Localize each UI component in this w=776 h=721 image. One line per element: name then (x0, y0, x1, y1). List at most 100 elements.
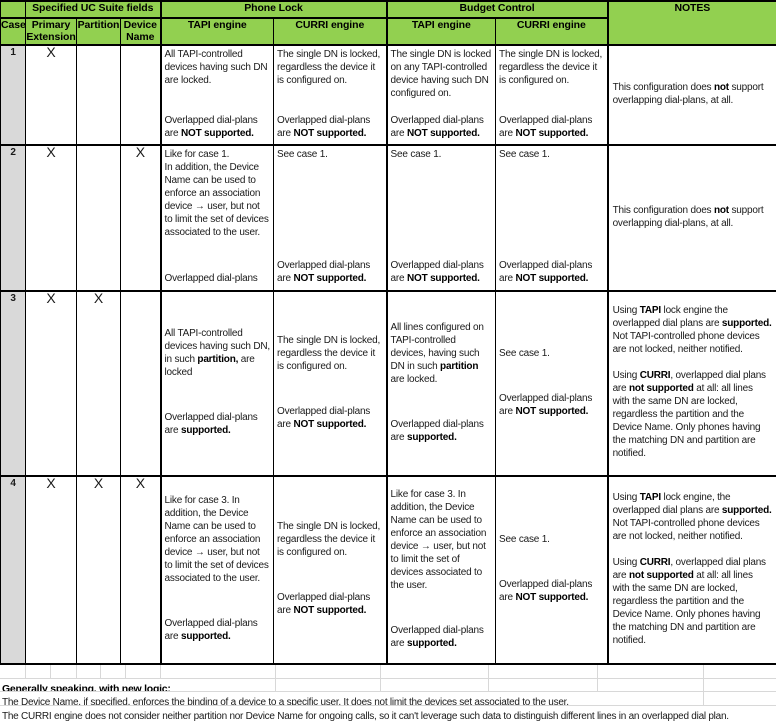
cell-text: See case 1. (390, 149, 442, 160)
cell-text: The single DN is locked, regardless the … (499, 49, 603, 86)
cell-text: Overlapped dial-plans are NOT supported. (277, 115, 371, 139)
cell-text: Using TAPI lock engine the overlapped di… (612, 305, 772, 355)
gridline (275, 679, 276, 691)
mark-primary-extension: X (25, 44, 77, 146)
cell-text: Overlapped dial-plans are NOT supported. (277, 260, 371, 284)
column-header-partition: Partition (76, 17, 121, 46)
budget-control-curri-cell: See case 1. Overlapped dial-plans are NO… (495, 144, 609, 292)
case-number-cell: 1 (0, 44, 26, 146)
budget-control-tapi-cell: See case 1. Overlapped dial-plans are NO… (386, 144, 497, 292)
cell-text: Overlapped dial-plans are supported. (390, 418, 484, 443)
footer-heading-row: Generally speaking, with new logic: (0, 679, 776, 692)
phone-lock-curri-cell: The single DN is locked, regardless the … (273, 475, 388, 665)
phone-lock-tapi-cell: Like for case 1. In addition, the Device … (160, 144, 275, 292)
mark-primary-extension: X (25, 290, 77, 477)
gridline (488, 665, 489, 678)
case-number-cell: 3 (0, 290, 26, 477)
gridline (50, 665, 51, 678)
budget-control-curri-cell: See case 1. Overlapped dial-plans are NO… (495, 290, 609, 477)
cell-text: Overlapped dial-plans are NOT supported. (164, 115, 258, 139)
mark-device-name (119, 290, 162, 477)
cell-text: The single DN is locked, regardless the … (277, 334, 381, 372)
notes-cell: This configuration does not support over… (607, 144, 776, 292)
cell-text: This configuration does not support over… (612, 82, 764, 106)
cell-text: Overlapped dial-plans are NOT supported. (277, 592, 371, 616)
column-header-budget-tapi-engine: TAPI engine (386, 17, 497, 46)
phone-lock-curri-cell: See case 1. Overlapped dial-plans are NO… (273, 144, 388, 292)
gridline (703, 679, 704, 691)
cell-text: See case 1. (499, 149, 550, 160)
gridline (25, 665, 26, 678)
cell-text: All TAPI-controlled devices having such … (164, 328, 271, 378)
cell-text: The single DN is locked, regardless the … (277, 49, 381, 86)
footer-notes: Generally speaking, with new logic: The … (0, 665, 776, 721)
gridline (160, 665, 161, 678)
cell-text: Overlapped dial-plans are NOT supported. (499, 579, 593, 603)
cell-text: See case 1. (277, 149, 328, 160)
cell-text: The single DN is locked on any TAPI-cont… (390, 49, 492, 99)
gridline (380, 665, 381, 678)
gridline (703, 692, 704, 705)
budget-control-curri-cell: See case 1. Overlapped dial-plans are NO… (495, 475, 609, 665)
cell-text: See case 1. (499, 347, 550, 359)
budget-control-curri-cell: The single DN is locked, regardless the … (495, 44, 609, 146)
gridline (488, 679, 489, 691)
footer-line-row: The Device Name, if specified, enforces … (0, 692, 776, 706)
spreadsheet-empty-row (0, 665, 776, 679)
phone-lock-tapi-cell: Like for case 3. In addition, the Device… (160, 475, 275, 665)
cell-text: Overlapped dial-plans are NOT supported. (499, 115, 593, 139)
notes-cell: This configuration does not support over… (607, 44, 776, 146)
corner-cell (0, 0, 26, 19)
cell-text: All lines configured on TAPI-controlled … (390, 321, 484, 385)
uc-suite-comparison-table: Specified UC Suite fields Phone Lock Bud… (0, 0, 776, 665)
case-number-cell: 2 (0, 144, 26, 292)
gridline (275, 665, 276, 678)
mark-primary-extension: X (25, 475, 77, 665)
notes-cell: Using TAPI lock engine the overlapped di… (607, 290, 776, 477)
column-header-phone-curri-engine: CURRI engine (273, 17, 388, 46)
phone-lock-curri-cell: The single DN is locked, regardless the … (273, 290, 388, 477)
phone-lock-tapi-cell: All TAPI-controlled devices having such … (160, 44, 275, 146)
cell-text: Overlapped dial-plans are NOT supported. (499, 260, 593, 284)
cell-text: Like for case 1. In addition, the Device … (164, 149, 269, 238)
cell-text: This configuration does not support over… (612, 204, 764, 229)
cell-text: Using CURRI, overlapped dial plans are n… (612, 370, 766, 459)
cell-text: Overlapped dial-plans are NOT supported. (390, 115, 484, 139)
cell-text: See case 1. (499, 534, 550, 545)
gridline (125, 665, 126, 678)
gridline (703, 665, 704, 678)
notes-cell: Using TAPI lock engine, the overlapped d… (607, 475, 776, 665)
gridline (597, 665, 598, 678)
column-header-case: Case (0, 17, 26, 46)
mark-device-name: X (119, 475, 162, 665)
cell-text: Overlapped dial-plans are supported. (164, 618, 258, 642)
cell-text: Overlapped dial-plans are NOT supported. (390, 260, 484, 284)
phone-lock-curri-cell: The single DN is locked, regardless the … (273, 44, 388, 146)
budget-control-tapi-cell: Like for case 3. In addition, the Device… (386, 475, 497, 665)
mark-partition (76, 144, 121, 292)
mark-partition (76, 44, 121, 146)
column-header-primary-extension: Primary Extension (25, 17, 77, 46)
cell-text: Overlapped dial-plans are supported. (390, 624, 484, 649)
cell-text: Overlapped dial-plans are supported. (164, 412, 258, 436)
footer-line-row: The CURRI engine does not consider neith… (0, 706, 776, 721)
footer-heading: Generally speaking, with new logic: (0, 682, 173, 691)
column-header-device-name: Device Name (119, 17, 162, 46)
cell-text: The single DN is locked, regardless the … (277, 521, 381, 558)
gridline (597, 679, 598, 691)
column-header-budget-curri-engine: CURRI engine (495, 17, 609, 46)
gridline (100, 665, 101, 678)
mark-device-name (119, 44, 162, 146)
group-header-phone-lock: Phone Lock (160, 0, 388, 19)
mark-device-name: X (119, 144, 162, 292)
gridline (76, 665, 77, 678)
mark-partition: X (76, 290, 121, 477)
footer-line-2: The CURRI engine does not consider neith… (0, 709, 731, 721)
cell-text: Like for case 3. In addition, the Device… (164, 495, 269, 584)
column-header-phone-tapi-engine: TAPI engine (160, 17, 275, 46)
budget-control-tapi-cell: The single DN is locked on any TAPI-cont… (386, 44, 497, 146)
phone-lock-tapi-cell: All TAPI-controlled devices having such … (160, 290, 275, 477)
mark-partition: X (76, 475, 121, 665)
footer-line-1: The Device Name, if specified, enforces … (0, 695, 571, 705)
cell-text: Overlapped dial-plans are NOT supported. (499, 392, 593, 417)
